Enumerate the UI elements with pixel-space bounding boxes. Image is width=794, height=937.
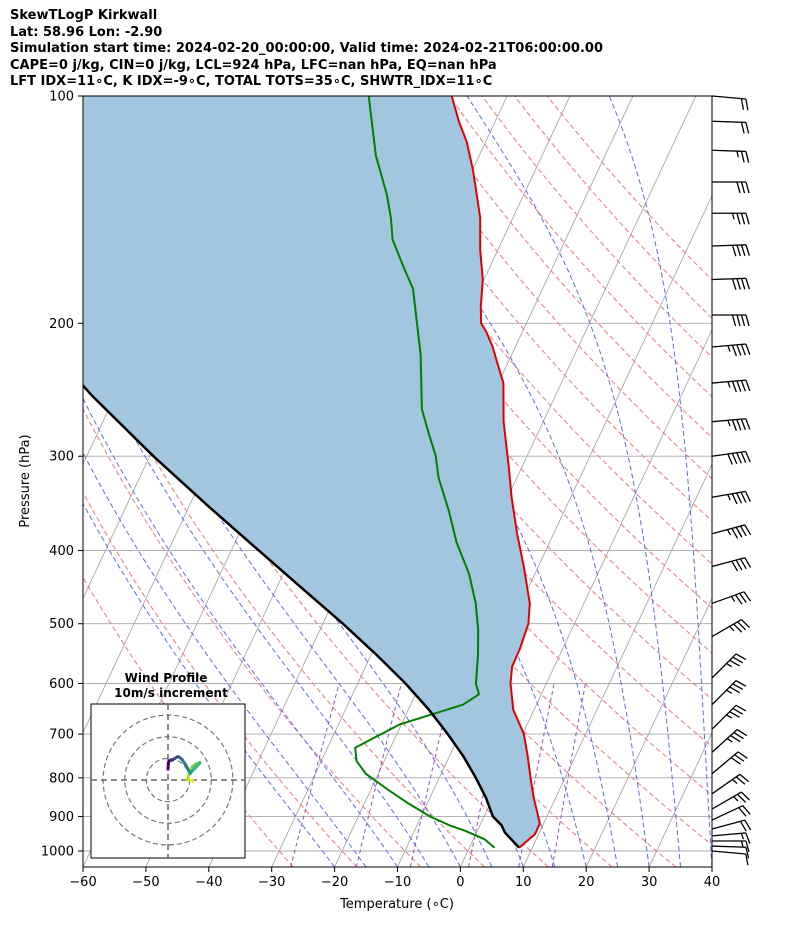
x-tick-label: −20	[321, 875, 348, 890]
moist-adiabat	[251, 96, 619, 867]
moist-adiabat	[466, 96, 681, 867]
isotherm	[0, 96, 67, 867]
wind-barb	[711, 524, 752, 539]
hodograph-subtitle: 10m/s increment	[114, 686, 228, 700]
y-tick-label: 900	[49, 810, 74, 825]
x-tick-label: 30	[641, 875, 658, 890]
dry-adiabat	[481, 96, 712, 358]
x-tick-label: −10	[384, 875, 411, 890]
temperature-profile	[450, 96, 541, 849]
wind-barb	[712, 314, 750, 327]
header-time: Simulation start time: 2024-02-20_00:00:…	[10, 41, 603, 57]
y-tick-label: 700	[49, 728, 74, 743]
x-tick-label: −60	[69, 875, 96, 890]
x-tick-label: −40	[195, 875, 222, 890]
wind-barb	[711, 680, 747, 706]
wind-barb	[711, 819, 752, 832]
wind-barb	[711, 832, 751, 844]
dry-adiabat	[416, 96, 712, 439]
y-tick-label: 500	[49, 617, 74, 632]
y-tick-label: 800	[49, 771, 74, 786]
wind-barb	[711, 751, 748, 775]
mixing-ratio-line	[551, 683, 586, 867]
x-tick-label: 0	[456, 875, 464, 890]
isotherm	[648, 731, 712, 867]
wind-barb	[712, 840, 750, 853]
isotherm	[334, 96, 697, 867]
wind-barb	[711, 653, 747, 679]
header-stability: CAPE=0 j/kg, CIN=0 j/kg, LCL=924 hPa, LF…	[10, 57, 497, 73]
cin-shading	[83, 96, 540, 848]
mixing-ratio-line	[355, 683, 402, 867]
header-title: SkewTLogP Kirkwall	[10, 8, 158, 23]
moist-adiabat	[608, 96, 712, 867]
header-location: Lat: 58.96 Lon: -2.90	[10, 24, 163, 40]
dry-adiabat	[318, 96, 712, 565]
dewpoint-profile	[354, 96, 496, 849]
wind-barb	[711, 791, 751, 810]
dry-adiabat	[546, 96, 712, 281]
x-axis-label: Temperature (∘C)	[339, 897, 454, 912]
y-tick-label: 600	[49, 677, 74, 692]
dry-adiabat	[83, 491, 358, 867]
isotherm	[775, 96, 794, 867]
x-tick-label: −30	[258, 875, 285, 890]
x-tick-label: 40	[704, 875, 721, 890]
wind-barb	[711, 490, 751, 505]
wind-barb	[711, 850, 749, 866]
wind-barb	[711, 120, 750, 134]
x-tick-label: 20	[578, 875, 595, 890]
moist-adiabat	[83, 502, 335, 867]
wind-barb	[712, 181, 750, 194]
wind-barb	[711, 95, 749, 111]
isotherm	[0, 96, 4, 867]
isotherm	[711, 865, 712, 867]
moist-adiabat	[343, 96, 650, 867]
wind-barb	[711, 773, 750, 795]
header-indices: LFT IDX=11∘C, K IDX=-9∘C, TOTAL TOTS=35∘…	[10, 74, 493, 90]
data-layer	[83, 96, 541, 849]
wind-barb	[711, 149, 750, 163]
wind-barb	[711, 343, 751, 357]
moist-adiabat	[83, 451, 367, 867]
wind-barb	[712, 212, 750, 225]
moist-adiabat	[83, 397, 398, 867]
hodograph-title: Wind Profile	[125, 671, 208, 685]
wind-barb	[711, 704, 747, 730]
wind-barb	[711, 591, 752, 605]
wind-barb	[711, 557, 752, 572]
axes: −60 −50 −40 −30 −20 −10 0 10 20 30 40 100 200 300 400 5…	[41, 90, 720, 891]
wind-barb	[711, 244, 750, 257]
isotherm	[585, 597, 712, 867]
wind-barb	[711, 805, 751, 821]
isotherm	[522, 463, 712, 867]
moist-adiabat	[83, 189, 493, 867]
wind-barb	[711, 619, 751, 638]
y-tick-label: 300	[49, 450, 74, 465]
x-tick-label: 10	[515, 875, 532, 890]
y-tick-label: 100	[49, 90, 74, 105]
y-tick-label: 1000	[41, 845, 74, 860]
chart-header: SkewTLogP Kirkwall Lat: 58.96 Lon: -2.90…	[10, 8, 603, 91]
mixing-ratio-line	[290, 683, 340, 867]
y-tick-label: 200	[49, 317, 74, 332]
y-axis-label: Pressure (hPa)	[18, 434, 33, 527]
dry-adiabat	[514, 96, 712, 319]
x-tick-label: −50	[132, 875, 159, 890]
dry-adiabat	[83, 407, 422, 867]
wind-barbs	[711, 95, 752, 866]
wind-barb	[711, 418, 751, 431]
dry-adiabat	[449, 96, 712, 398]
parcel-profile	[83, 383, 521, 849]
y-tick-label: 400	[49, 544, 74, 559]
wind-barb	[711, 277, 750, 290]
wind-barb	[711, 728, 748, 753]
dry-adiabat	[83, 324, 485, 867]
hodograph-inset: Wind Profile 10m/s increment	[90, 671, 246, 859]
wind-barb	[711, 845, 750, 859]
wind-barb	[711, 450, 751, 465]
wind-barb	[711, 379, 751, 393]
